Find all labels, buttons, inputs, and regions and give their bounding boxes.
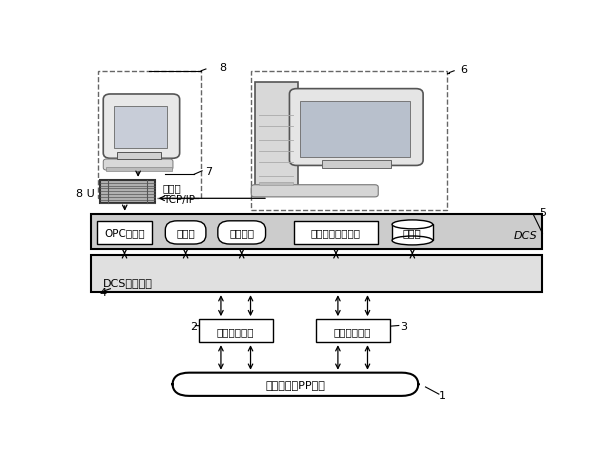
FancyBboxPatch shape <box>301 102 410 157</box>
Text: 工程师站: 工程师站 <box>229 228 254 238</box>
Text: 4: 4 <box>100 288 107 298</box>
Text: 气相流化床PP过程: 气相流化床PP过程 <box>265 380 325 389</box>
Text: 3: 3 <box>400 321 408 332</box>
Text: 现场分析仪表: 现场分析仪表 <box>334 326 371 336</box>
FancyBboxPatch shape <box>218 221 265 244</box>
Text: DCS通信网络: DCS通信网络 <box>103 277 153 287</box>
FancyBboxPatch shape <box>97 221 152 244</box>
Text: 1: 1 <box>439 390 446 400</box>
Text: DCS: DCS <box>514 231 538 241</box>
Text: 路由器
TCP/IP: 路由器 TCP/IP <box>163 183 195 204</box>
Text: 现场过程仪表: 现场过程仪表 <box>217 326 254 336</box>
FancyBboxPatch shape <box>116 153 161 160</box>
Text: 8 U: 8 U <box>76 189 95 199</box>
Text: 7: 7 <box>205 166 212 176</box>
FancyBboxPatch shape <box>100 181 155 204</box>
FancyBboxPatch shape <box>103 95 180 159</box>
FancyBboxPatch shape <box>106 168 172 171</box>
FancyBboxPatch shape <box>165 221 206 244</box>
FancyBboxPatch shape <box>91 214 543 250</box>
FancyBboxPatch shape <box>199 319 273 343</box>
FancyBboxPatch shape <box>91 255 543 293</box>
FancyBboxPatch shape <box>322 161 391 169</box>
FancyBboxPatch shape <box>254 83 298 188</box>
FancyBboxPatch shape <box>172 373 418 396</box>
Text: 8: 8 <box>219 63 226 73</box>
FancyBboxPatch shape <box>290 89 423 166</box>
FancyBboxPatch shape <box>251 185 378 197</box>
FancyBboxPatch shape <box>114 107 167 148</box>
Text: 操作站: 操作站 <box>176 228 195 238</box>
FancyBboxPatch shape <box>316 319 390 343</box>
Ellipse shape <box>392 220 432 229</box>
Text: 5: 5 <box>539 207 546 218</box>
FancyBboxPatch shape <box>392 225 432 241</box>
Text: 质量指标显示画面: 质量指标显示画面 <box>311 228 361 238</box>
Ellipse shape <box>392 237 432 245</box>
Text: 6: 6 <box>460 65 467 75</box>
Text: OPC服务器: OPC服务器 <box>104 228 145 238</box>
FancyBboxPatch shape <box>259 183 293 186</box>
Text: 2: 2 <box>190 321 198 332</box>
FancyBboxPatch shape <box>294 221 378 244</box>
Text: 数据库: 数据库 <box>403 228 422 238</box>
FancyBboxPatch shape <box>103 160 173 171</box>
